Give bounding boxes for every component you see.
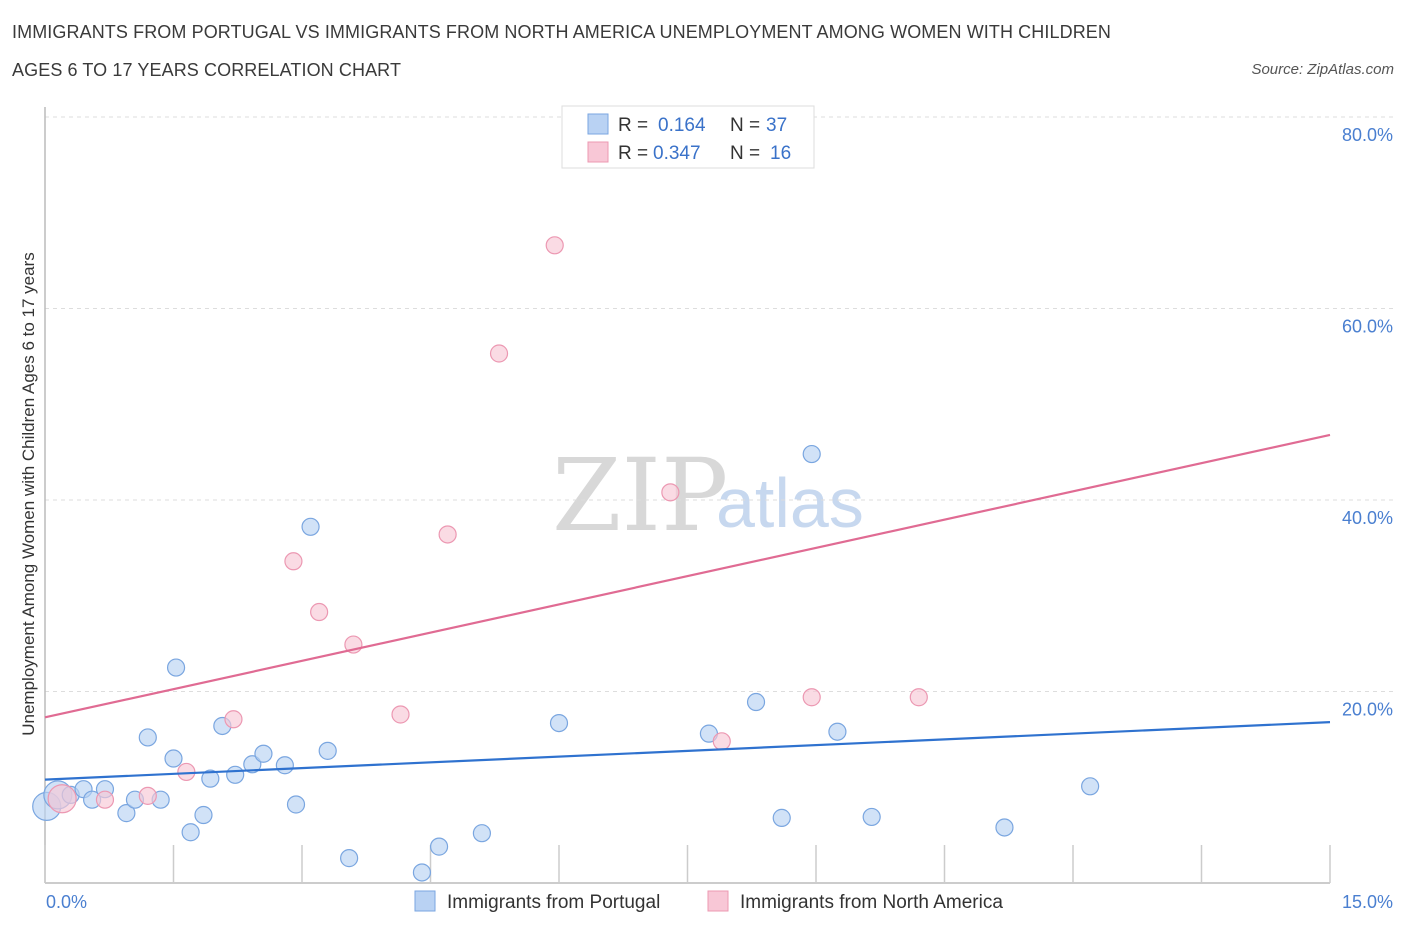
north-america-point-0 (47, 784, 77, 814)
north-america-point-5 (284, 552, 303, 571)
portugal-point-32 (828, 722, 847, 741)
portugal-point-29 (746, 692, 766, 712)
north-america-point-8 (391, 705, 410, 724)
portugal-point-11 (166, 658, 186, 677)
portugal-point-19 (275, 756, 294, 775)
legend-r-label-blue: R = (618, 115, 648, 136)
legend-swatch-blue (587, 113, 609, 135)
portugal-point-14 (201, 769, 220, 788)
x-axis-tick-labels: 0.0% 15.0% (46, 892, 1393, 912)
portugal-point-6 (117, 804, 136, 823)
portugal-point-26 (472, 824, 491, 843)
legend-r-value-blue: 0.164 (658, 115, 706, 136)
series-portugal-points (32, 444, 1100, 882)
legend-n-label-blue: N = (730, 115, 760, 136)
north-america-point-10 (489, 344, 509, 363)
north-america-point-15 (909, 688, 928, 707)
watermark: ZIP atlas (552, 437, 864, 554)
legend-r-value-pink: 0.347 (653, 143, 701, 164)
north-america-trend-line (44, 433, 1331, 719)
y-tick-label-3: 80.0% (1342, 125, 1393, 145)
portugal-point-23 (340, 849, 359, 868)
chart-title-line-1: IMMIGRANTS FROM PORTUGAL VS IMMIGRANTS F… (12, 22, 1111, 42)
portugal-point-16 (226, 765, 245, 784)
correlation-legend: R = 0.164 N = 37 R = 0.347 N = 16 (561, 105, 815, 169)
north-america-point-14 (802, 688, 821, 707)
north-america-point-2 (138, 786, 157, 805)
y-tick-label-0: 20.0% (1342, 700, 1393, 720)
north-america-point-4 (224, 710, 243, 729)
north-america-point-11 (545, 236, 564, 255)
portugal-point-20 (286, 795, 306, 814)
series-legend: Immigrants from Portugal Immigrants from… (414, 890, 1003, 913)
portugal-point-10 (164, 749, 183, 768)
watermark-zip: ZIP (552, 437, 728, 554)
source-label: Source: ZipAtlas.com (1251, 61, 1394, 78)
y-axis-tick-labels: 20.0% 40.0% 60.0% 80.0% (1342, 125, 1393, 720)
bottom-legend-label-north-america: Immigrants from North America (740, 892, 1003, 913)
portugal-point-34 (995, 818, 1014, 837)
bottom-legend-swatch-portugal (414, 890, 436, 912)
legend-swatch-pink (587, 141, 609, 163)
portugal-point-33 (862, 807, 881, 827)
north-america-point-12 (661, 483, 680, 502)
bottom-legend-swatch-north-america (707, 890, 729, 912)
portugal-point-25 (429, 837, 449, 856)
portugal-point-8 (138, 728, 157, 747)
y-tick-label-1: 40.0% (1342, 508, 1393, 528)
x-tick-label-0: 0.0% (46, 892, 87, 912)
watermark-atlas: atlas (716, 464, 864, 542)
bottom-legend-label-portugal: Immigrants from Portugal (447, 892, 660, 913)
trend-lines (44, 433, 1331, 781)
portugal-point-35 (1081, 777, 1100, 796)
portugal-trend-line (44, 721, 1331, 781)
legend-n-value-pink: 16 (770, 143, 791, 164)
chart-title-line-2: AGES 6 TO 17 YEARS CORRELATION CHART (12, 60, 402, 80)
y-axis-label: Unemployment Among Women with Children A… (19, 252, 38, 736)
legend-r-label-pink: R = (618, 143, 648, 164)
legend-n-label-pink: N = (730, 143, 760, 164)
portugal-point-18 (254, 744, 273, 763)
legend-n-value-blue: 37 (766, 115, 787, 136)
portugal-point-17 (243, 755, 262, 774)
y-tick-label-2: 60.0% (1342, 317, 1393, 337)
portugal-point-22 (318, 741, 337, 760)
series-north-america-points (47, 236, 928, 814)
north-america-point-1 (95, 790, 115, 809)
north-america-point-9 (438, 525, 457, 544)
portugal-point-24 (412, 863, 432, 882)
portugal-point-21 (301, 517, 320, 536)
x-axis-ticks (44, 845, 1331, 883)
portugal-point-31 (802, 444, 821, 464)
north-america-point-13 (712, 732, 731, 751)
portugal-point-13 (194, 805, 213, 825)
north-america-point-6 (310, 602, 329, 622)
portugal-point-30 (772, 808, 791, 827)
portugal-point-27 (549, 713, 569, 733)
x-tick-label-1: 15.0% (1342, 892, 1393, 912)
portugal-point-12 (181, 823, 200, 842)
gridlines (45, 116, 1395, 692)
